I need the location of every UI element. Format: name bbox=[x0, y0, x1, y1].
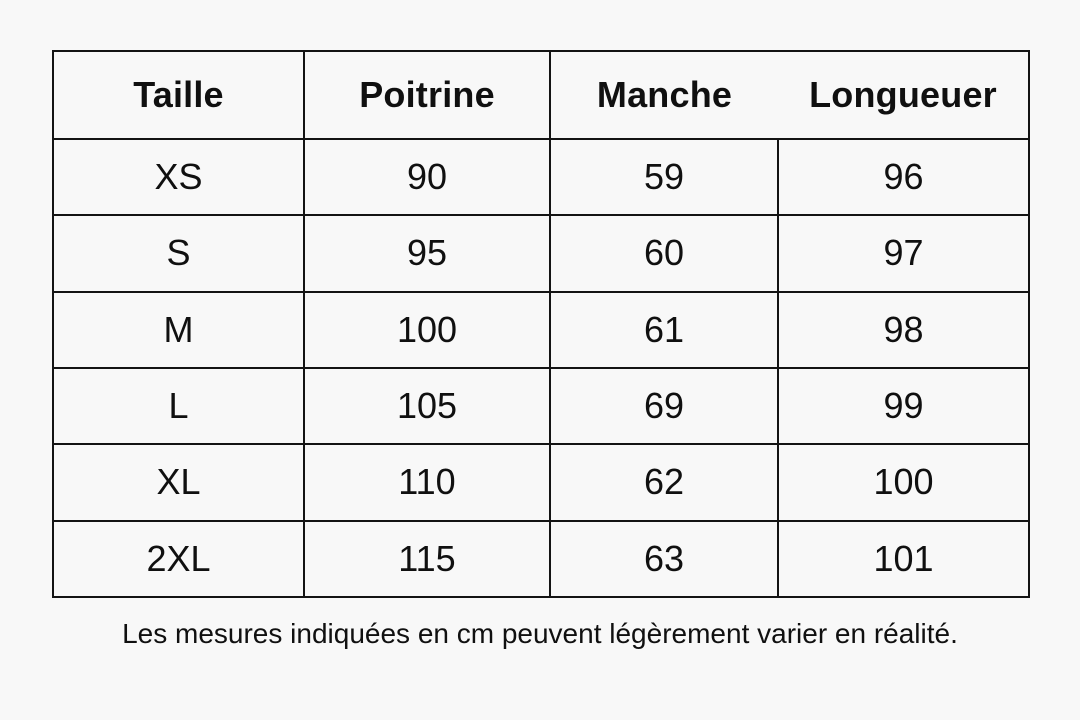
cell-size: 2XL bbox=[52, 519, 305, 599]
header-row: Taille Poitrine Manche Longueuer bbox=[52, 50, 1030, 140]
table-row-xs: XS 90 59 96 bbox=[52, 137, 1030, 217]
cell-size: S bbox=[52, 214, 305, 293]
cell-poitrine: 115 bbox=[303, 519, 551, 599]
header-taille: Taille bbox=[52, 50, 305, 140]
cell-poitrine: 100 bbox=[303, 290, 551, 369]
cell-size: L bbox=[52, 366, 305, 446]
header-poitrine: Poitrine bbox=[303, 50, 551, 140]
cell-manche: 63 bbox=[549, 519, 779, 599]
cell-longueuer: 100 bbox=[777, 443, 1030, 522]
header-longueuer: Longueuer bbox=[778, 50, 1030, 140]
cell-longueuer: 98 bbox=[777, 290, 1030, 369]
table-row-m: M 100 61 98 bbox=[52, 290, 1030, 369]
cell-longueuer: 101 bbox=[777, 519, 1030, 599]
cell-manche: 61 bbox=[549, 290, 779, 369]
table-row-l: L 105 69 99 bbox=[52, 366, 1030, 446]
cell-poitrine: 95 bbox=[303, 214, 551, 293]
cell-size: XL bbox=[52, 443, 305, 522]
cell-poitrine: 110 bbox=[303, 443, 551, 522]
cell-poitrine: 105 bbox=[303, 366, 551, 446]
table-row-s: S 95 60 97 bbox=[52, 214, 1030, 293]
cell-size: M bbox=[52, 290, 305, 369]
cell-poitrine: 90 bbox=[303, 137, 551, 217]
size-chart-table: Taille Poitrine Manche Longueuer XS 90 5… bbox=[52, 50, 1030, 599]
cell-manche: 59 bbox=[549, 137, 779, 217]
cell-longueuer: 97 bbox=[777, 214, 1030, 293]
cell-longueuer: 96 bbox=[777, 137, 1030, 217]
table-row-2xl: 2XL 115 63 101 bbox=[52, 519, 1030, 599]
cell-manche: 69 bbox=[549, 366, 779, 446]
header-manche: Manche bbox=[549, 50, 778, 140]
cell-longueuer: 99 bbox=[777, 366, 1030, 446]
footnote: Les mesures indiquées en cm peuvent légè… bbox=[122, 618, 958, 649]
cell-size: XS bbox=[52, 137, 305, 217]
cell-manche: 60 bbox=[549, 214, 779, 293]
cell-manche: 62 bbox=[549, 443, 779, 522]
table-row-xl: XL 110 62 100 bbox=[52, 443, 1030, 522]
